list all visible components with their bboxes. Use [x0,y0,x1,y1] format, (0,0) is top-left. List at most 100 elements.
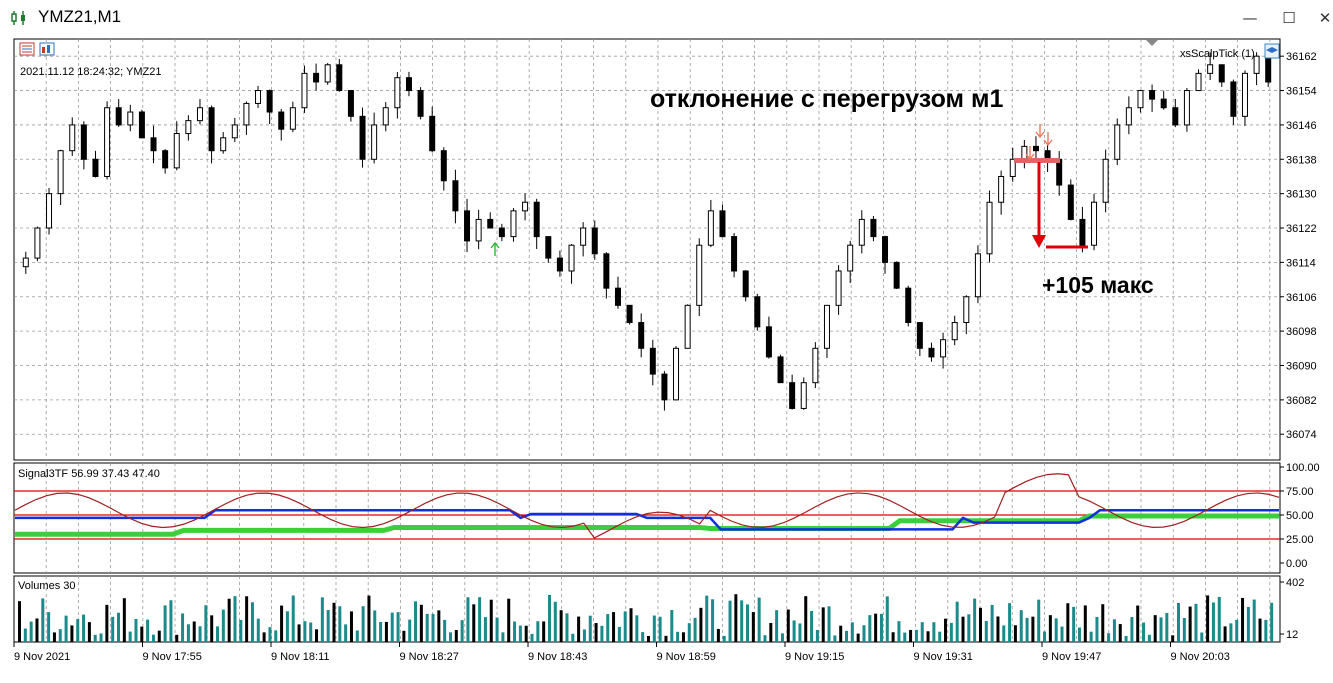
candle-body [812,347,819,384]
volume-bar [571,633,575,642]
volume-bar [699,607,703,642]
volume-bar [623,611,627,642]
candle-body [719,210,726,238]
volume-bar [670,609,674,642]
volume-bar [402,630,406,642]
signal-label: Signal3TF 56.99 37.43 47.40 [18,468,160,480]
volume-bar [786,609,790,642]
volume-bar [1264,619,1268,642]
volume-bar [990,604,994,642]
indicator-label: xsScalpTick (1) [1180,48,1255,60]
candle-body [684,304,691,349]
volume-bar [955,601,959,642]
volume-bar [594,623,598,642]
close-button[interactable]: ✕ [1318,9,1332,27]
volume-bar [693,617,697,642]
window-titlebar: YMZ21,M1 — ☐ ✕ [0,0,1333,36]
volume-bar [588,615,592,642]
signal-lines [14,473,1280,539]
volume-bar [722,635,726,642]
chart-shift-marker[interactable] [1146,40,1158,46]
volume-bar [1270,602,1274,642]
candle-body [69,124,76,152]
candle-body [440,150,447,182]
volume-bar [600,625,604,642]
volume-bar [1101,604,1105,642]
volume-bar [1077,627,1081,642]
volume-bar [52,632,56,642]
volume-bar [117,612,121,642]
candle-body [928,347,935,358]
candle-body [556,257,563,272]
graduation-cap-icon[interactable] [1264,43,1280,59]
candle-body [858,218,865,246]
candle-body [1091,201,1098,246]
signal-tick-label: 75.00 [1286,486,1314,498]
volume-bar [443,619,447,642]
candle-body [661,373,668,401]
candle-body [1218,64,1225,83]
candle-body [1044,150,1051,160]
volume-bar [1188,606,1192,642]
candle-body [475,218,482,242]
volume-bar [151,634,155,642]
volume-bar [309,622,313,642]
volume-bar [93,634,97,642]
volume-bar [1229,623,1233,642]
volume-bar [530,633,534,642]
volume-bar [437,610,441,642]
volume-bar [553,601,557,642]
volume-bar [163,605,167,642]
volume-bar [1043,631,1047,642]
volume-bar [606,614,610,642]
minimize-button[interactable]: — [1242,9,1258,27]
volume-bar [489,599,493,642]
chart-window: 2021.11.12 18:24:32; YMZ21 xsScalpTick (… [0,36,1333,678]
time-axis: 9 Nov 2021 9 Nov 17:55 9 Nov 18:11 9 Nov 18… [13,642,1230,663]
chart-list-icon[interactable] [19,42,35,56]
volume-bar [1013,625,1017,642]
volume-bar [1037,599,1041,642]
candle-body [57,150,64,195]
candle-body [150,137,157,152]
candle-body [823,304,830,349]
volume-bar [821,607,825,642]
volume-bar [996,616,1000,642]
price-tick-label: 36154 [1286,86,1317,98]
volume-bar [1083,605,1087,642]
volume-bar [414,601,418,642]
volume-bar [1124,635,1128,642]
volume-bar [1008,603,1012,642]
volume-bar [716,628,720,642]
maximize-button[interactable]: ☐ [1282,9,1296,27]
candle-body [22,257,29,268]
candle-body [115,107,122,126]
candle-body [127,111,134,126]
volume-bar [874,613,878,642]
candle-body [963,296,970,324]
chart-canvas[interactable]: 2021.11.12 18:24:32; YMZ21 xsScalpTick (… [0,36,1333,678]
annotation-title: отклонение с перегрузом м1 [650,85,1003,113]
volume-bar [47,612,51,642]
volume-bar [839,625,843,642]
volume-bar [338,606,342,642]
volume-bar [617,626,621,642]
volume-bar [146,619,150,642]
candle-body [568,244,575,272]
volume-bar [501,632,505,642]
volume-bar [192,621,196,642]
volume-bar [1211,602,1215,642]
volume-bar [1165,612,1169,642]
volume-bar [909,629,913,642]
main-chart-panel[interactable] [13,38,1281,461]
volume-bar [687,623,691,642]
time-tick-label: 9 Nov 18:11 [271,651,330,663]
candle-body [80,124,87,160]
volume-bar [1066,603,1070,642]
candle-body [359,115,366,160]
volume-bar [1147,634,1151,642]
candle-body [498,227,505,238]
chart-properties-icon[interactable] [39,42,55,56]
signal-tick-label: 100.00 [1286,462,1320,474]
volume-bar [920,622,924,642]
